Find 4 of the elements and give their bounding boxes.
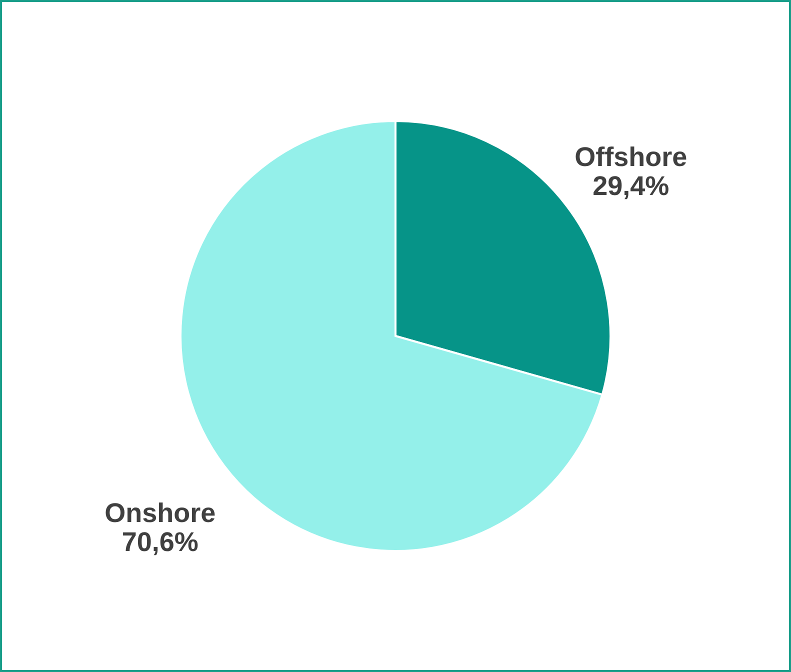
slice-label: Onshore: [104, 498, 216, 528]
data-label: 70,6%: [122, 526, 198, 557]
data-label: 29,4%: [592, 171, 670, 202]
slice-label: Offshore: [574, 142, 688, 172]
